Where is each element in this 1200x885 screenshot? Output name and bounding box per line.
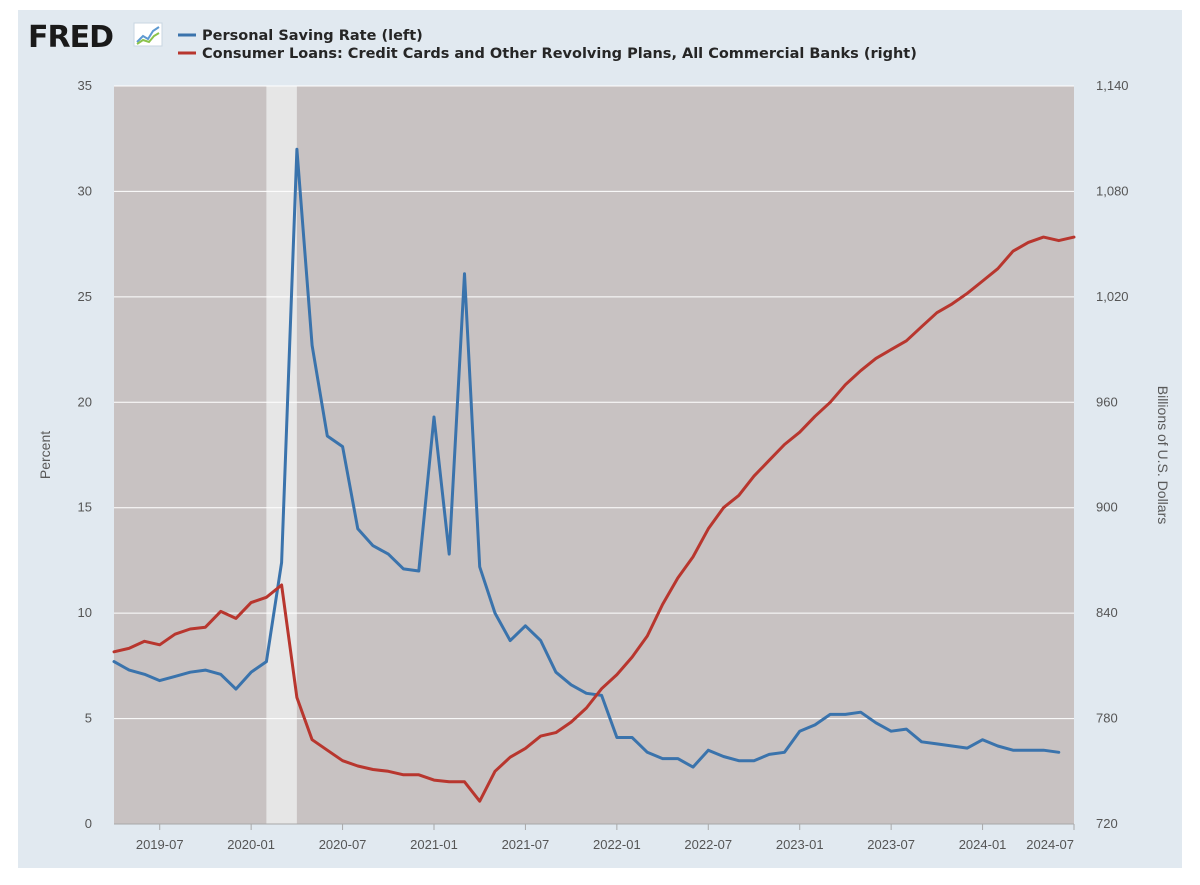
x-tick-label: 2022-01 xyxy=(593,837,641,852)
legend-item-saving[interactable]: Personal Saving Rate (left) xyxy=(178,28,423,44)
series-line-saving-rate[interactable] xyxy=(112,147,1061,769)
y-tick-right: 960 xyxy=(1096,394,1118,409)
legend-label-saving: Personal Saving Rate (left) xyxy=(202,28,423,44)
x-tick-label: 2020-07 xyxy=(319,837,367,852)
y-axis-right-title: Billions of U.S. Dollars xyxy=(1155,386,1171,525)
legend: Personal Saving Rate (left) Consumer Loa… xyxy=(178,28,917,62)
y-tick-left: 5 xyxy=(85,711,92,726)
y-tick-right: 840 xyxy=(1096,605,1118,620)
recession-band xyxy=(266,86,297,824)
y-tick-left: 35 xyxy=(78,78,92,93)
x-tick-label: 2021-07 xyxy=(502,837,550,852)
y-tick-left: 30 xyxy=(78,183,92,198)
y-tick-right: 720 xyxy=(1096,816,1118,831)
logo-text: FRED xyxy=(28,20,113,55)
series-line-consumer-loans[interactable] xyxy=(112,235,1076,803)
y-tick-right: 1,140 xyxy=(1096,78,1129,93)
y-tick-left: 20 xyxy=(78,394,92,409)
y-tick-left: 0 xyxy=(85,816,92,831)
x-tick-label: 2021-01 xyxy=(410,837,458,852)
series-layer xyxy=(112,147,1076,803)
x-tick-label: 2023-01 xyxy=(776,837,824,852)
x-tick-label: 2022-07 xyxy=(684,837,732,852)
y-tick-left: 25 xyxy=(78,289,92,304)
legend-item-loans[interactable]: Consumer Loans: Credit Cards and Other R… xyxy=(178,46,917,62)
x-tick-label: 2024-07 xyxy=(1026,837,1074,852)
x-tick-label: 2023-07 xyxy=(867,837,915,852)
y-axis-left: 0 5 10 15 20 25 30 35 xyxy=(78,78,92,831)
x-axis: 2019-07 2020-01 2020-07 2021-01 2021-07 2022-… xyxy=(114,823,1075,852)
x-tick-label: 2024-01 xyxy=(959,837,1007,852)
y-tick-right: 1,020 xyxy=(1096,289,1129,304)
x-tick-label: 2020-01 xyxy=(227,837,275,852)
y-axis-left-title: Percent xyxy=(37,431,53,479)
y-tick-left: 15 xyxy=(78,500,92,515)
legend-label-loans: Consumer Loans: Credit Cards and Other R… xyxy=(202,46,917,62)
x-tick-label: 2019-07 xyxy=(136,837,184,852)
y-tick-right: 780 xyxy=(1096,711,1118,726)
y-tick-right: 1,080 xyxy=(1096,183,1129,198)
y-tick-left: 10 xyxy=(78,605,92,620)
y-tick-right: 900 xyxy=(1096,500,1118,515)
fred-logo[interactable]: FRED xyxy=(28,20,163,55)
plot-area xyxy=(114,86,1074,824)
y-axis-right: 720 780 840 900 960 1,020 1,080 1,140 xyxy=(1096,78,1129,831)
trend-chart-icon xyxy=(133,22,163,47)
recession-layer xyxy=(266,86,297,824)
